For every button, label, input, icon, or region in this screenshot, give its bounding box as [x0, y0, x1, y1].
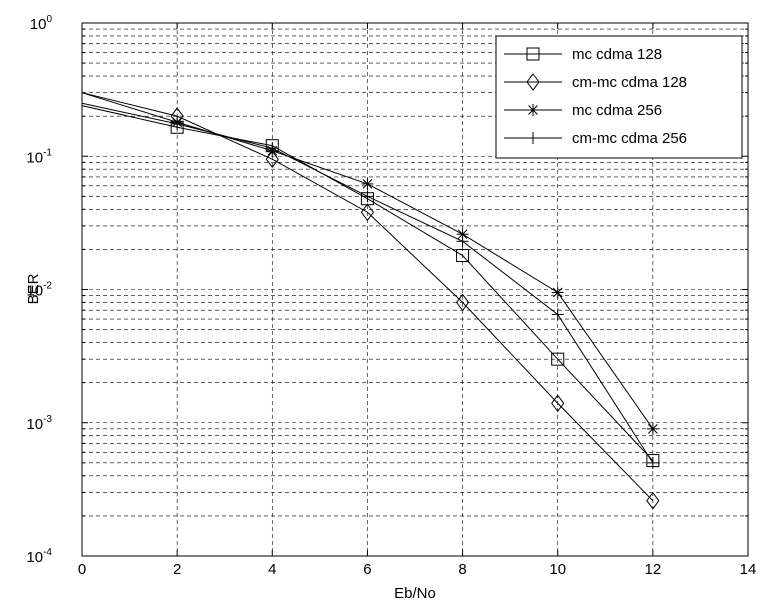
y-tick-labels: 100 10-1 10-2 10-3 10-4: [26, 14, 52, 566]
legend-marker: [526, 47, 540, 61]
legend-label: mc cdma 256: [572, 102, 662, 119]
x-tick-labels: 0 2 4 6 8 10 12 14: [78, 561, 757, 578]
y-tick-label: 10-2: [26, 281, 52, 300]
x-tick-label: 10: [549, 561, 566, 578]
legend-label: cm-mc cdma 128: [572, 74, 687, 91]
x-tick-label: 8: [458, 561, 466, 578]
data-point: [360, 203, 375, 222]
x-tick-label: 6: [363, 561, 371, 578]
series-group: [81, 92, 660, 510]
x-tick-label: 12: [645, 561, 662, 578]
axis-ticks: [81, 22, 749, 557]
data-point: [646, 422, 659, 435]
data-point: [455, 293, 470, 312]
x-tick-label: 4: [268, 561, 276, 578]
x-tick-label: 0: [78, 561, 86, 578]
data-point: [266, 142, 279, 155]
y-tick-label: 100: [30, 14, 53, 33]
legend-marker: [527, 132, 539, 144]
legend-marker: [526, 73, 540, 91]
x-axis-label: Eb/No: [394, 585, 436, 602]
data-point: [456, 235, 469, 248]
series-line-1: [81, 92, 654, 502]
y-tick-label: 10-4: [26, 547, 52, 566]
legend-label: cm-mc cdma 256: [572, 130, 687, 147]
data-point: [551, 394, 565, 413]
x-tick-label: 2: [173, 561, 181, 578]
y-axis-label: BER: [25, 273, 42, 304]
data-point: [551, 286, 564, 299]
y-tick-label: 10-1: [26, 147, 52, 166]
data-point: [551, 308, 564, 321]
data-point: [361, 177, 374, 190]
data-point: [551, 352, 565, 366]
data-point: [646, 491, 660, 510]
legend-label: mc cdma 128: [572, 46, 662, 63]
data-point: [361, 190, 374, 203]
data-point: [171, 117, 184, 130]
data-point: [456, 248, 470, 262]
legend: mc cdma 128 cm-mc cdma 128 mc cdma 256 cm-m…: [495, 35, 743, 159]
x-tick-label: 14: [740, 561, 757, 578]
legend-marker: [527, 104, 539, 116]
data-point: [646, 456, 659, 469]
y-tick-label: 10-3: [26, 414, 52, 433]
data-point: [265, 150, 279, 169]
